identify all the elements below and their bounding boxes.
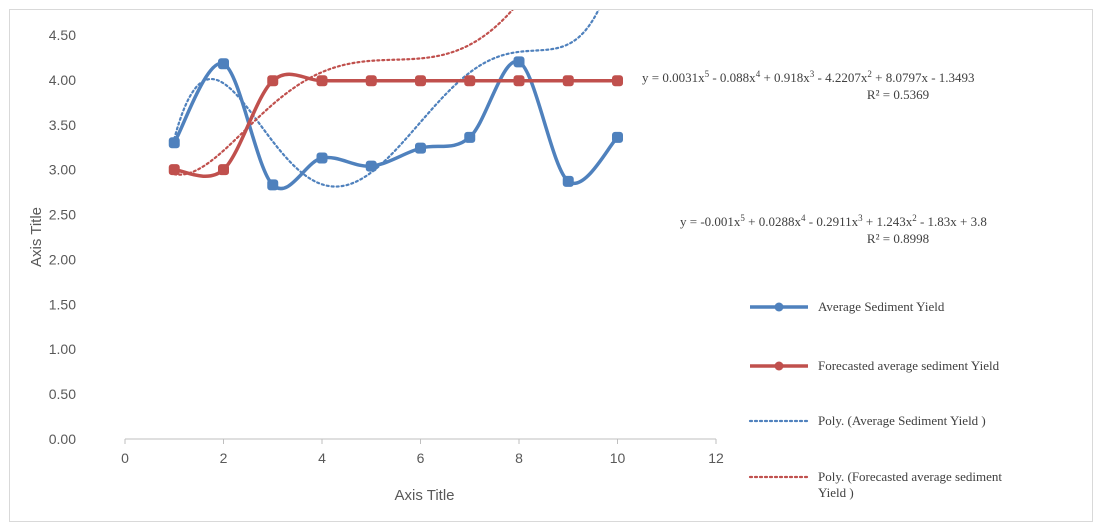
legend-label-4: Poly. (Forecasted average sediment — [818, 469, 1002, 484]
series-1-marker — [612, 131, 623, 143]
series-2-marker — [168, 164, 180, 176]
series-1-marker — [513, 56, 525, 68]
y-tick-label: 0.00 — [49, 431, 76, 447]
series-2-marker — [218, 164, 229, 176]
x-tick-label: 2 — [220, 450, 228, 466]
legend-marker-2 — [774, 361, 784, 371]
equation-term: - 0.2911x — [806, 214, 859, 229]
series-1-marker — [415, 142, 426, 154]
legend: Average Sediment Yield Forecasted average… — [748, 299, 1002, 500]
series-2-marker — [267, 75, 279, 87]
series-2-marker — [612, 75, 623, 87]
series — [172, 59, 619, 191]
series-1-marker — [464, 131, 476, 143]
y-tick-label: 1.00 — [49, 341, 76, 357]
chart-area: 0 2 4 6 8 10 12 0.00 0.50 1.00 1.50 2.00 2.50 3.00 3.5… — [9, 9, 1093, 522]
y-tick-label: 4.50 — [49, 27, 76, 43]
trendline-equation-2: y = -0.001x5 + 0.0288x4 - 0.2911x3 + 1.2… — [680, 213, 987, 229]
series-line-1 — [172, 59, 619, 191]
trendline-equations: y = 0.0031x5 - 0.088x4 + 0.918x3 - 4.220… — [642, 69, 987, 246]
equation-term: + 8.0797x - 1.3493 — [872, 70, 975, 85]
y-tick-label: 3.50 — [49, 117, 76, 133]
x-tick-label: 6 — [417, 450, 425, 466]
series-1-marker — [168, 137, 180, 149]
series-2-marker — [562, 75, 574, 87]
x-tick-label: 12 — [708, 450, 724, 466]
series-1-marker — [267, 179, 279, 191]
series-1-marker — [316, 152, 328, 164]
y-tick-label: 4.00 — [49, 72, 76, 88]
legend-label-2: Forecasted average sediment Yield — [818, 358, 1000, 373]
axes: 0 2 4 6 8 10 12 0.00 0.50 1.00 1.50 2.00 2.50 3.00 3.5… — [28, 27, 724, 504]
y-tick-label: 2.50 — [49, 207, 76, 223]
exponent: 3 — [858, 213, 863, 223]
x-axis-title: Axis Title — [394, 487, 454, 504]
exponent: 4 — [756, 69, 761, 79]
series-2-marker — [415, 75, 426, 87]
equation-term: y = 0.0031x — [642, 70, 705, 85]
y-axis-title: Axis Title — [28, 207, 45, 267]
x-tick-label: 10 — [610, 450, 626, 466]
series-2-marker — [365, 75, 377, 87]
x-tick-label: 0 — [121, 450, 129, 466]
exponent: 4 — [801, 213, 806, 223]
trendline-r2-1: R² = 0.5369 — [867, 87, 929, 102]
exponent: 5 — [705, 69, 710, 79]
legend-label-3: Poly. (Average Sediment Yield ) — [818, 413, 986, 428]
equation-term: - 4.2207x — [814, 70, 868, 85]
equation-term: - 0.088x — [709, 70, 756, 85]
chart-svg: 0 2 4 6 8 10 12 0.00 0.50 1.00 1.50 2.00 2.50 3.00 3.5… — [28, 10, 1002, 504]
y-tick-label: 1.50 — [49, 296, 76, 312]
legend-label-4-cont: Yield ) — [818, 485, 854, 500]
y-tick-label: 3.00 — [49, 162, 76, 178]
y-tick-label: 0.50 — [49, 386, 76, 402]
y-tick-label: 2.00 — [49, 251, 76, 267]
equation-term: + 0.918x — [760, 70, 810, 85]
trendline-equation-1: y = 0.0031x5 - 0.088x4 + 0.918x3 - 4.220… — [642, 69, 975, 85]
equation-term: + 0.0288x — [745, 214, 802, 229]
x-tick-label: 4 — [318, 450, 326, 466]
exponent: 3 — [810, 69, 815, 79]
series-1-marker — [218, 58, 229, 70]
equation-term: + 1.243x — [863, 214, 913, 229]
exponent: 5 — [740, 213, 745, 223]
equation-term: - 1.83x + 3.8 — [917, 214, 987, 229]
equation-term: y = -0.001x — [680, 214, 741, 229]
series-2-marker — [316, 75, 328, 87]
series-1-marker — [365, 160, 377, 172]
series-line-2 — [173, 72, 618, 178]
series-1-marker — [562, 175, 574, 187]
exponent: 2 — [867, 69, 872, 79]
legend-marker-1 — [774, 302, 784, 312]
trendline-r2-2: R² = 0.8998 — [867, 231, 929, 246]
legend-label-1: Average Sediment Yield — [818, 299, 945, 314]
trendline-1 — [173, 10, 600, 188]
markers — [168, 56, 623, 191]
x-tick-label: 8 — [515, 450, 523, 466]
series-2-marker — [464, 75, 476, 87]
exponent: 2 — [912, 213, 917, 223]
series-2-marker — [513, 75, 525, 87]
